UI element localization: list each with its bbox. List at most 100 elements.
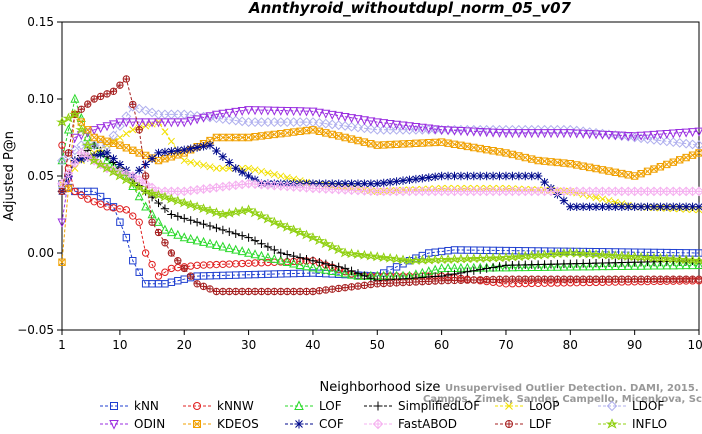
data-point	[205, 141, 215, 150]
data-point	[347, 269, 357, 279]
data-point	[364, 250, 377, 261]
data-point	[129, 212, 137, 220]
data-point	[211, 110, 221, 120]
data-point	[219, 164, 227, 172]
data-point	[275, 117, 286, 128]
data-point	[121, 111, 132, 122]
data-point	[115, 118, 125, 128]
data-point	[126, 178, 139, 189]
data-point	[122, 75, 131, 83]
data-point	[353, 122, 363, 133]
data-point	[540, 157, 549, 165]
data-point	[422, 254, 435, 265]
data-point	[437, 277, 446, 285]
data-point	[90, 133, 98, 142]
data-point	[230, 115, 241, 126]
data-point	[88, 155, 101, 165]
data-point	[411, 123, 421, 133]
data-point	[102, 148, 112, 158]
data-point	[158, 191, 172, 202]
data-point	[681, 202, 691, 211]
data-point	[360, 179, 369, 188]
data-point	[482, 276, 491, 284]
data-point	[77, 191, 86, 199]
data-point	[604, 202, 614, 211]
data-point	[508, 171, 517, 181]
data-point	[559, 196, 569, 205]
chart-title: Annthyroid_withoutdupl_norm_05_v07	[248, 0, 572, 17]
data-point	[519, 250, 532, 261]
data-point	[521, 171, 530, 181]
data-point	[495, 262, 504, 271]
data-point	[605, 197, 613, 205]
data-point	[218, 109, 228, 119]
data-point	[385, 119, 395, 129]
legend-item-simplifiedlof: SimplifiedLOF	[364, 399, 480, 413]
data-point	[610, 131, 620, 141]
data-point	[269, 253, 279, 263]
data-point	[295, 117, 305, 128]
data-point	[345, 248, 358, 259]
data-point	[540, 261, 550, 271]
data-point	[688, 151, 697, 159]
data-point	[186, 216, 195, 225]
data-point	[694, 202, 702, 211]
series-odin	[57, 106, 702, 228]
data-point	[630, 132, 640, 142]
data-point	[237, 246, 247, 256]
data-point	[359, 123, 370, 134]
legend-label: kNNW	[217, 399, 254, 413]
data-point	[129, 126, 137, 134]
data-point	[328, 130, 336, 139]
data-point	[591, 261, 601, 271]
data-point	[372, 124, 383, 135]
data-point	[103, 197, 111, 206]
data-point	[205, 112, 215, 122]
data-point	[429, 254, 442, 265]
data-point	[618, 275, 626, 283]
data-point	[558, 124, 569, 135]
data-point	[70, 133, 80, 143]
data-point	[372, 418, 384, 430]
data-point	[84, 195, 92, 203]
data-point	[373, 280, 381, 288]
data-point	[129, 257, 137, 265]
data-point	[141, 201, 151, 211]
data-point	[135, 218, 143, 226]
x-tick-label: 80	[563, 338, 578, 352]
data-point	[103, 90, 111, 98]
data-point	[520, 129, 530, 139]
data-point	[334, 284, 343, 293]
data-point	[184, 199, 197, 210]
data-point	[334, 267, 344, 277]
data-point	[495, 275, 504, 283]
data-point	[591, 202, 601, 211]
data-point	[404, 124, 415, 135]
data-point	[122, 233, 131, 242]
data-point	[340, 268, 350, 278]
data-point	[412, 278, 420, 286]
data-point	[656, 163, 665, 171]
data-point	[251, 166, 259, 174]
data-point	[398, 121, 408, 131]
data-point	[476, 276, 484, 284]
data-point	[321, 179, 331, 188]
data-point	[289, 107, 299, 117]
data-point	[533, 261, 543, 271]
data-point	[482, 128, 492, 138]
data-point	[152, 189, 165, 200]
data-point	[501, 129, 511, 139]
data-point	[494, 124, 505, 135]
data-point	[391, 124, 402, 135]
data-point	[592, 194, 600, 202]
data-point	[615, 250, 628, 261]
data-point	[199, 142, 208, 151]
data-point	[610, 261, 620, 271]
data-point	[205, 221, 215, 231]
y-tick-label: 0.00	[27, 246, 54, 260]
data-point	[366, 179, 376, 188]
data-point	[598, 202, 607, 211]
data-point	[289, 287, 298, 296]
data-point	[695, 275, 702, 283]
